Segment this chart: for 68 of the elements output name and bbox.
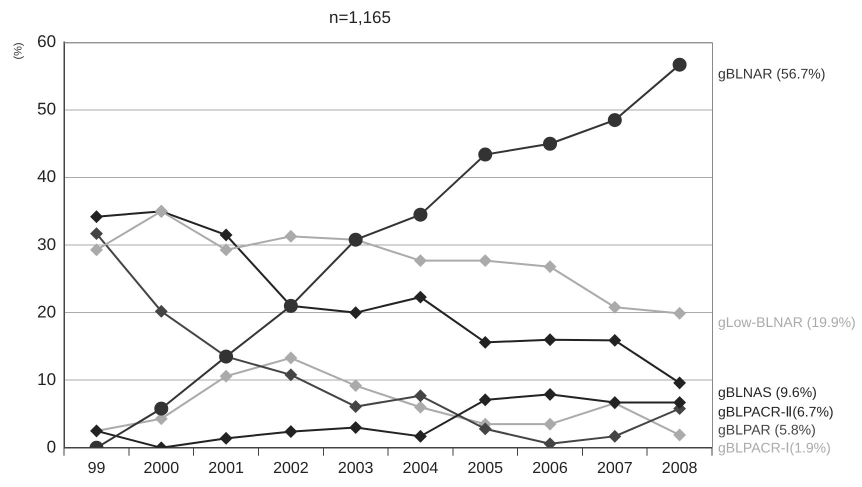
point xyxy=(90,228,103,240)
point xyxy=(154,402,168,416)
point xyxy=(544,260,556,273)
point xyxy=(284,230,297,242)
point xyxy=(672,58,687,72)
y-tick-label: 10 xyxy=(37,370,56,389)
text: gBLNAS (9.6%) xyxy=(718,384,817,400)
x-tick-label: 2008 xyxy=(662,460,698,477)
point xyxy=(284,426,297,438)
point xyxy=(608,430,621,442)
point xyxy=(479,336,492,348)
point xyxy=(414,430,426,442)
point xyxy=(479,394,492,406)
x-tick-label: 2005 xyxy=(467,460,504,477)
y-tick-label: 60 xyxy=(37,32,56,52)
x-tick-label: 2004 xyxy=(402,460,438,477)
point xyxy=(674,307,686,320)
point xyxy=(544,418,556,430)
point xyxy=(350,380,362,392)
y-axis-title: (%) xyxy=(12,42,25,60)
point xyxy=(608,113,622,128)
y-tick-label: 20 xyxy=(37,302,56,322)
point xyxy=(414,390,426,402)
point xyxy=(414,401,426,414)
point xyxy=(350,422,362,434)
point xyxy=(608,301,621,314)
point xyxy=(544,438,556,448)
text: gBLPAR (5.8%) xyxy=(718,421,816,438)
point xyxy=(350,306,362,319)
point xyxy=(414,254,426,267)
point xyxy=(220,244,232,256)
point xyxy=(90,244,103,256)
point xyxy=(543,136,558,151)
point xyxy=(674,396,686,409)
y-tick-label: 40 xyxy=(37,167,56,186)
point xyxy=(478,148,492,162)
x-tick-label: 2001 xyxy=(208,460,244,477)
x-tick-label: 2002 xyxy=(273,460,309,477)
y-tick-label: 0 xyxy=(46,437,56,456)
point xyxy=(350,400,362,413)
point xyxy=(220,370,232,382)
point xyxy=(544,334,556,346)
text: gBLNAR (56.7%) xyxy=(718,66,826,82)
y-tick-label: 50 xyxy=(37,100,56,119)
x-tick-label: 99 xyxy=(88,460,106,477)
point xyxy=(479,422,492,435)
point xyxy=(284,368,297,381)
text: gLow-BLNAR (19.9%) xyxy=(718,314,856,330)
y-tick-label: 30 xyxy=(37,234,56,254)
text: gBLPACR-Ⅱ(6.7%) xyxy=(718,403,834,420)
point xyxy=(155,305,168,318)
x-tick-label: 2007 xyxy=(597,460,633,477)
chart-title: n=1,165 xyxy=(329,8,391,27)
point xyxy=(413,208,428,222)
point xyxy=(608,334,621,346)
x-tick-label: 2006 xyxy=(532,460,568,477)
x-tick-label: 2003 xyxy=(338,460,374,477)
point xyxy=(479,254,492,267)
point xyxy=(284,352,297,364)
text: gBLPACR-Ⅰ(1.9%) xyxy=(718,439,831,456)
point xyxy=(220,432,232,444)
point xyxy=(544,388,556,400)
point xyxy=(674,376,686,389)
point xyxy=(90,210,103,223)
x-tick-label: 2000 xyxy=(143,460,180,477)
point xyxy=(414,291,426,304)
point xyxy=(674,428,686,441)
point xyxy=(220,228,232,241)
